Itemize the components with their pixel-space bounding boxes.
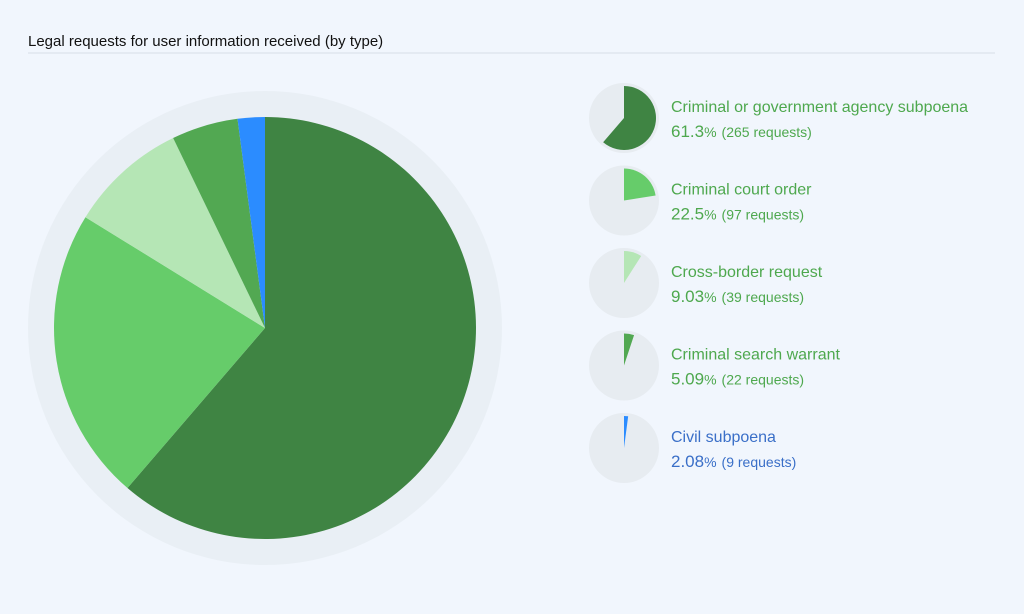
legend-name: Criminal or government agency subpoena xyxy=(671,99,968,116)
count-label: (265 requests) xyxy=(722,124,812,140)
legend-value: 9.03% (39 requests) xyxy=(671,287,804,306)
legend-value: 22.5% (97 requests) xyxy=(671,205,804,224)
legend-slice xyxy=(624,168,656,201)
value-unit: % xyxy=(704,371,716,387)
legend-name: Criminal search warrant xyxy=(671,347,840,364)
legend-name: Criminal court order xyxy=(671,182,812,199)
value-label: 9.03 xyxy=(671,287,704,306)
count-label: (97 requests) xyxy=(722,206,804,222)
pie-slice xyxy=(54,217,265,489)
pie-slice xyxy=(237,117,265,328)
legend-slice xyxy=(624,416,629,448)
count-label: (39 requests) xyxy=(722,289,804,305)
value-label: 2.08 xyxy=(671,452,704,471)
value-unit: % xyxy=(704,289,716,305)
value-unit: % xyxy=(704,206,716,222)
count-label: (9 requests) xyxy=(722,454,797,470)
count-label: (22 requests) xyxy=(722,371,804,387)
legend-name: Civil subpoena xyxy=(671,429,776,446)
legend-value: 5.09% (22 requests) xyxy=(671,370,804,389)
value-unit: % xyxy=(704,454,716,470)
value-unit: % xyxy=(704,124,716,140)
value-label: 5.09 xyxy=(671,370,704,389)
pie-slice xyxy=(173,118,265,328)
value-label: 22.5 xyxy=(671,205,704,224)
legend-slice xyxy=(624,333,635,366)
pie-slice xyxy=(85,138,266,328)
legend-value: 2.08% (9 requests) xyxy=(671,452,796,471)
chart-title: Legal requests for user information rece… xyxy=(28,33,383,50)
legend-slice xyxy=(624,251,642,283)
legend-name: Cross-border request xyxy=(671,264,823,281)
legend-slice xyxy=(603,86,657,150)
legend-value: 61.3% (265 requests) xyxy=(671,122,812,141)
pie-slice xyxy=(127,117,477,540)
value-label: 61.3 xyxy=(671,122,704,141)
